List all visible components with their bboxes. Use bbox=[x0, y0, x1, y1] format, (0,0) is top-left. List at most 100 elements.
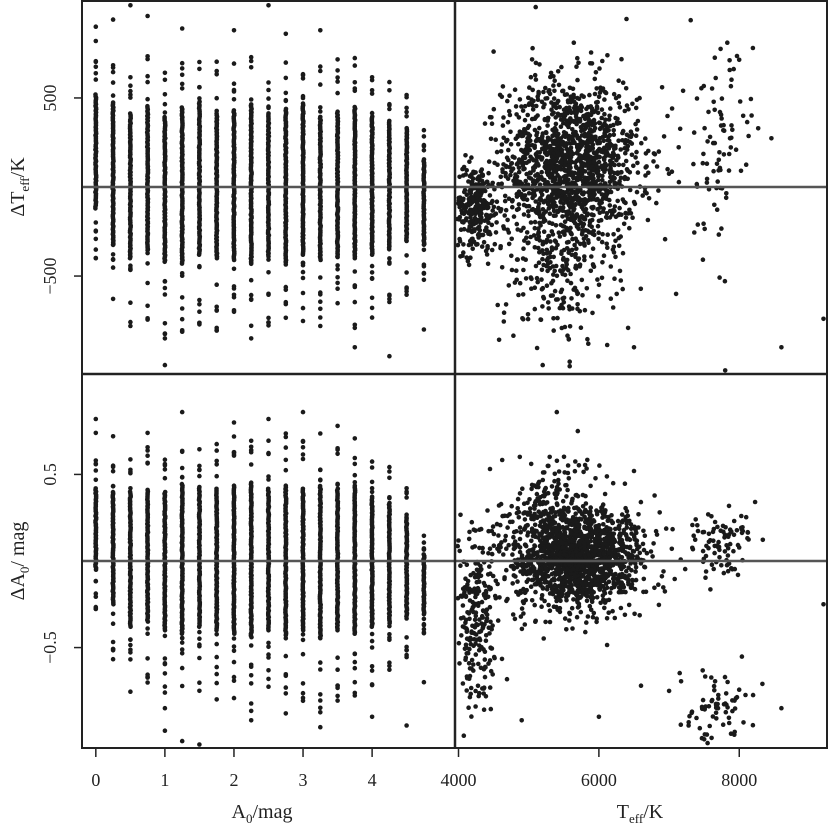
data-point bbox=[162, 475, 168, 481]
data-point bbox=[524, 230, 530, 235]
data-point bbox=[369, 275, 375, 281]
data-point bbox=[654, 200, 659, 206]
data-point bbox=[533, 151, 539, 157]
data-point bbox=[593, 70, 599, 75]
data-point bbox=[179, 86, 185, 91]
data-point bbox=[734, 53, 740, 59]
data-point bbox=[532, 219, 538, 225]
data-point bbox=[692, 230, 697, 235]
data-point bbox=[536, 177, 541, 182]
data-point bbox=[585, 336, 590, 342]
data-point bbox=[597, 120, 602, 126]
data-point bbox=[318, 290, 323, 295]
data-point bbox=[589, 61, 595, 66]
data-point bbox=[387, 293, 392, 299]
data-point bbox=[487, 193, 493, 198]
data-point bbox=[635, 170, 641, 175]
data-point bbox=[677, 126, 683, 132]
data-point bbox=[630, 215, 635, 220]
data-point bbox=[318, 323, 323, 329]
data-point bbox=[387, 118, 392, 124]
data-point bbox=[599, 164, 604, 170]
data-point bbox=[369, 270, 375, 275]
data-point bbox=[599, 149, 604, 154]
data-point bbox=[555, 315, 560, 321]
data-point bbox=[596, 294, 601, 299]
data-point bbox=[509, 253, 514, 259]
data-point bbox=[605, 245, 610, 250]
data-point bbox=[558, 136, 564, 141]
data-point bbox=[369, 263, 375, 269]
data-point bbox=[539, 287, 545, 292]
data-point bbox=[387, 103, 392, 108]
data-point bbox=[110, 648, 116, 653]
data-point bbox=[556, 230, 562, 235]
data-point bbox=[318, 299, 323, 305]
data-point bbox=[595, 277, 600, 282]
data-point bbox=[231, 483, 237, 489]
data-point bbox=[468, 191, 474, 196]
data-point bbox=[300, 101, 306, 106]
data-point bbox=[197, 320, 202, 326]
data-point bbox=[591, 263, 596, 269]
data-point bbox=[541, 229, 547, 234]
data-point bbox=[575, 150, 580, 155]
data-point bbox=[574, 188, 580, 194]
data-point bbox=[585, 133, 591, 138]
data-point bbox=[214, 68, 219, 74]
data-point bbox=[533, 4, 538, 10]
data-point bbox=[369, 315, 375, 320]
data-point bbox=[421, 277, 427, 283]
data-point bbox=[571, 40, 577, 45]
data-point bbox=[568, 145, 574, 151]
data-point bbox=[509, 168, 514, 174]
data-point bbox=[583, 150, 589, 155]
data-point bbox=[621, 162, 626, 168]
data-point bbox=[570, 139, 576, 145]
data-point bbox=[335, 75, 340, 80]
data-point bbox=[266, 292, 271, 298]
data-point bbox=[93, 255, 99, 261]
data-point bbox=[486, 170, 491, 176]
data-point bbox=[726, 151, 732, 157]
data-point bbox=[535, 161, 540, 166]
data-point bbox=[634, 189, 640, 195]
data-point bbox=[179, 295, 185, 300]
data-point bbox=[634, 127, 640, 132]
data-point bbox=[162, 331, 168, 336]
data-point bbox=[469, 155, 474, 160]
data-point bbox=[691, 161, 696, 167]
data-point bbox=[145, 656, 150, 661]
data-point bbox=[567, 359, 572, 365]
data-point bbox=[248, 708, 254, 714]
data-point bbox=[467, 159, 472, 164]
data-point bbox=[162, 70, 168, 76]
data-point bbox=[531, 98, 536, 104]
data-point bbox=[746, 133, 751, 139]
data-point bbox=[318, 28, 323, 33]
data-point bbox=[548, 260, 553, 265]
data-point bbox=[492, 241, 498, 247]
data-point bbox=[421, 247, 427, 253]
data-point bbox=[563, 194, 568, 200]
data-point bbox=[583, 122, 589, 127]
data-point bbox=[478, 206, 483, 212]
data-point bbox=[93, 64, 99, 70]
data-point bbox=[553, 146, 558, 152]
data-point bbox=[589, 254, 594, 259]
data-point bbox=[529, 57, 535, 62]
data-point bbox=[539, 99, 545, 105]
data-point bbox=[532, 72, 538, 78]
data-point bbox=[618, 170, 623, 175]
data-point bbox=[673, 291, 679, 297]
data-point bbox=[214, 441, 219, 447]
data-point bbox=[537, 238, 542, 243]
data-point bbox=[516, 202, 522, 207]
data-point bbox=[266, 270, 271, 275]
data-point bbox=[500, 84, 506, 89]
data-point bbox=[470, 196, 476, 202]
data-point bbox=[531, 178, 536, 183]
data-point bbox=[530, 142, 535, 148]
data-point bbox=[627, 187, 633, 193]
data-point bbox=[548, 147, 554, 153]
